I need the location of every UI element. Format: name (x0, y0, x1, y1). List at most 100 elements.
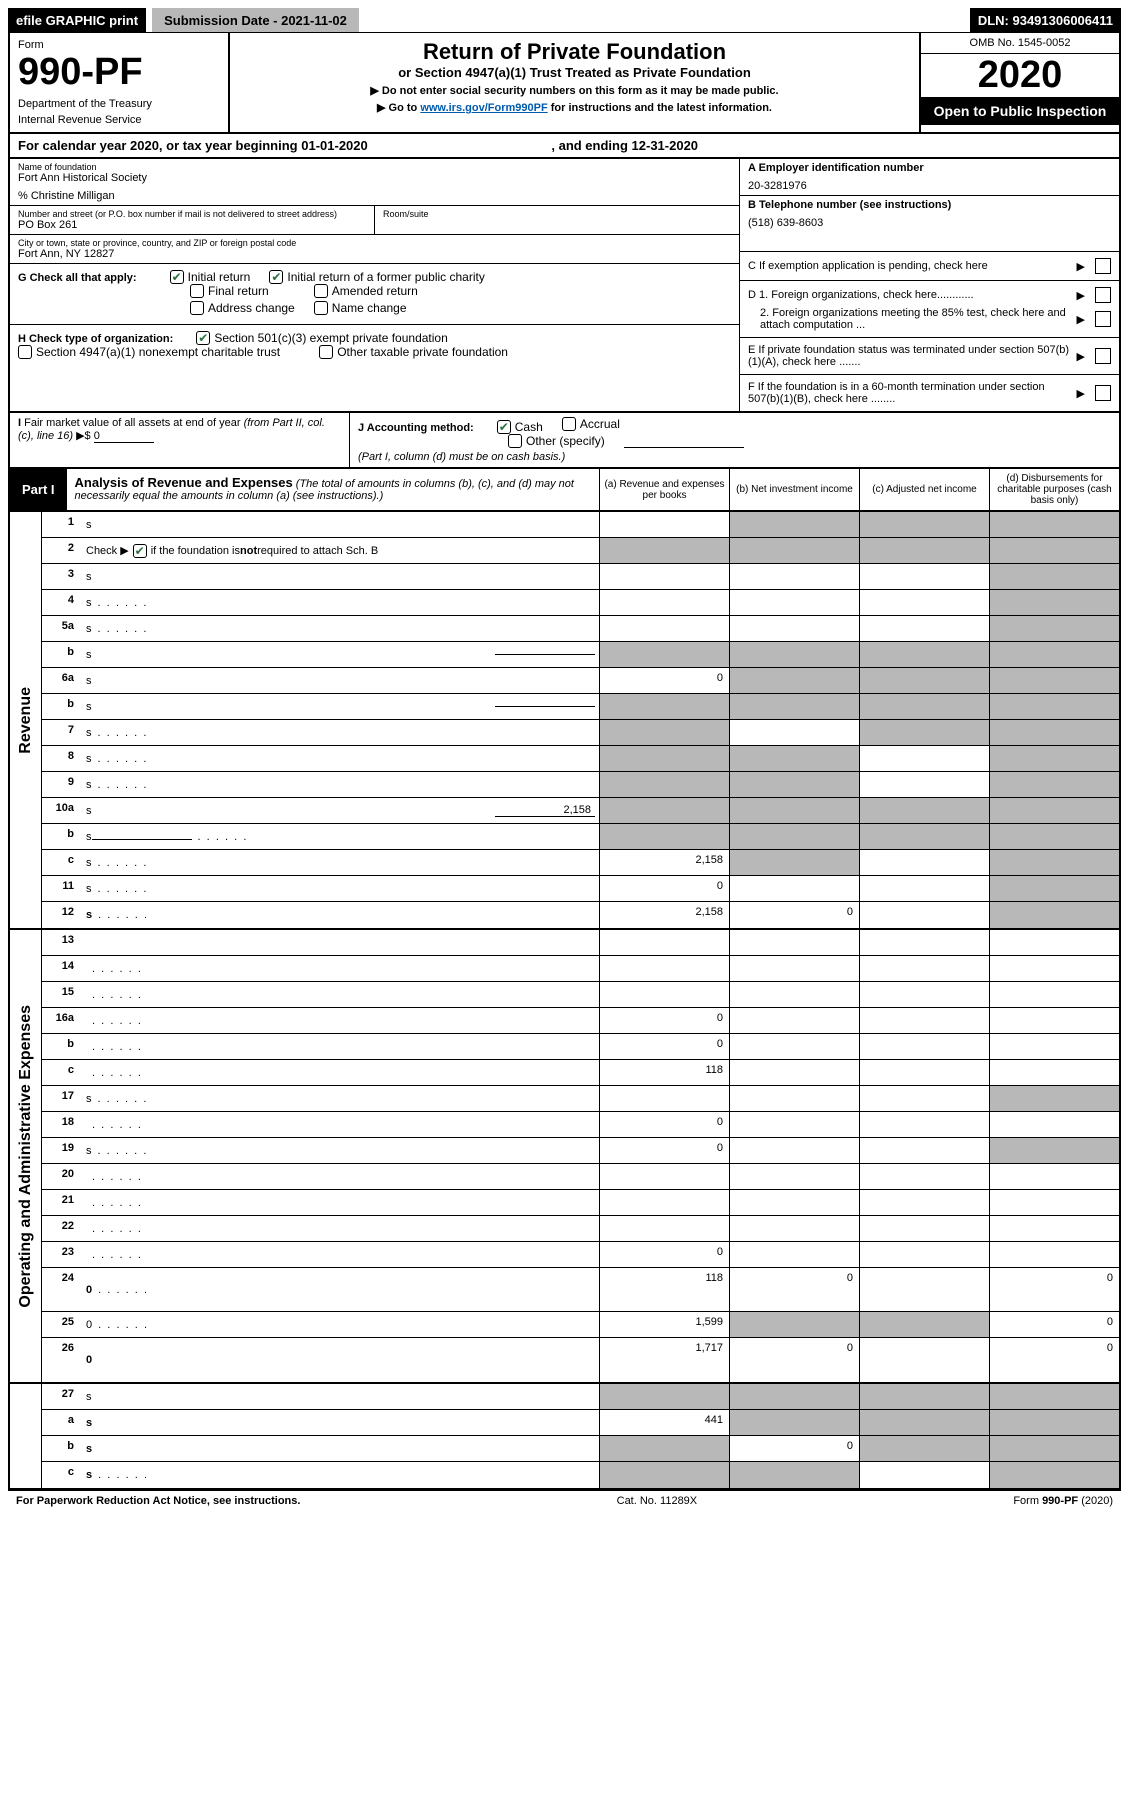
row-desc: s (82, 512, 599, 537)
col-b (729, 694, 859, 719)
table-row: 4s. . . . . . (42, 590, 1119, 616)
h-opt1[interactable]: Section 501(c)(3) exempt private foundat… (196, 331, 447, 345)
g-initial[interactable]: Initial return (170, 270, 251, 284)
col-d (989, 590, 1119, 615)
g-section: G Check all that apply: Initial return I… (10, 264, 739, 325)
g-amended[interactable]: Amended return (314, 284, 418, 298)
col-b (729, 538, 859, 563)
fmv-value: 0 (94, 430, 154, 443)
col-d (989, 720, 1119, 745)
summary-table: 27sas441bs0cs. . . . . . (8, 1384, 1121, 1490)
col-a (599, 1086, 729, 1111)
d1-checkbox[interactable] (1095, 287, 1111, 303)
row-number: 16a (42, 1008, 82, 1033)
c-checkbox[interactable] (1095, 258, 1111, 274)
col-c (859, 1034, 989, 1059)
checkbox-icon (497, 420, 511, 434)
table-row: 7s. . . . . . (42, 720, 1119, 746)
h-opt3[interactable]: Other taxable private foundation (319, 345, 508, 359)
g-initial-former[interactable]: Initial return of a former public charit… (269, 270, 484, 284)
table-row: 17s. . . . . . (42, 1086, 1119, 1112)
a-label: A Employer identification number (748, 162, 1111, 174)
col-c (859, 1338, 989, 1382)
omb: OMB No. 1545-0052 (921, 33, 1119, 54)
arrow-icon: ▶ (1077, 387, 1085, 400)
row-desc: . . . . . . (82, 1242, 599, 1267)
addr-label: Number and street (or P.O. box number if… (18, 209, 366, 219)
g-final[interactable]: Final return (190, 284, 269, 298)
header-right: OMB No. 1545-0052 2020 Open to Public In… (919, 33, 1119, 132)
h-label: H Check type of organization: (18, 333, 173, 345)
col-a: 2,158 (599, 850, 729, 875)
j-other-field[interactable] (624, 447, 744, 448)
col-d (989, 1164, 1119, 1189)
col-b (729, 798, 859, 823)
col-d (989, 668, 1119, 693)
e-checkbox[interactable] (1095, 348, 1111, 364)
col-a: 0 (599, 876, 729, 901)
j-other[interactable]: Other (specify) (508, 434, 605, 448)
col-d (989, 1242, 1119, 1267)
col-c (859, 956, 989, 981)
col-a (599, 590, 729, 615)
opex-label: Operating and Administrative Expenses (10, 930, 42, 1382)
dept-treasury: Department of the Treasury (18, 98, 220, 110)
row-number: 19 (42, 1138, 82, 1163)
col-b (729, 982, 859, 1007)
g-addr-change[interactable]: Address change (190, 301, 295, 315)
yearline-mid: , and ending (551, 138, 631, 153)
col-b: 0 (729, 1436, 859, 1461)
col-a (599, 1436, 729, 1461)
checkbox-icon (508, 434, 522, 448)
col-d (989, 1462, 1119, 1488)
h-opt2[interactable]: Section 4947(a)(1) nonexempt charitable … (18, 345, 280, 359)
row-number: b (42, 694, 82, 719)
row-number: 17 (42, 1086, 82, 1111)
col-a (599, 642, 729, 667)
checkbox-icon (319, 345, 333, 359)
part1-title: Analysis of Revenue and Expenses (75, 475, 293, 490)
table-row: 6as0 (42, 668, 1119, 694)
col-a: 2,158 (599, 902, 729, 928)
col-d (989, 1112, 1119, 1137)
row-number: b (42, 1034, 82, 1059)
table-row: 3s (42, 564, 1119, 590)
tax-year: 2020 (921, 54, 1119, 97)
form-label: Form (18, 39, 220, 51)
open-public: Open to Public Inspection (921, 97, 1119, 125)
col-a (599, 930, 729, 955)
e-label: E If private foundation status was termi… (748, 344, 1073, 368)
row-number: 1 (42, 512, 82, 537)
col-c (859, 668, 989, 693)
col-d (989, 850, 1119, 875)
table-row: 5as. . . . . . (42, 616, 1119, 642)
form-link[interactable]: www.irs.gov/Form990PF (420, 102, 547, 114)
row-desc: s. . . . . . (82, 590, 599, 615)
j-cash[interactable]: Cash (497, 420, 543, 434)
addr-row: Number and street (or P.O. box number if… (10, 206, 739, 235)
j-accrual[interactable]: Accrual (562, 417, 620, 431)
col-a: 1,599 (599, 1312, 729, 1337)
row-desc: s. . . . . . (82, 824, 599, 849)
col-d: 0 (989, 1338, 1119, 1382)
j-label: J Accounting method: (358, 422, 474, 434)
col-d (989, 1410, 1119, 1435)
col-b: 0 (729, 1268, 859, 1311)
col-a: 0 (599, 1008, 729, 1033)
table-row: 11s. . . . . .0 (42, 876, 1119, 902)
footer-right: Form 990-PF (2020) (1013, 1495, 1113, 1507)
part1-desc: Analysis of Revenue and Expenses (The to… (67, 469, 599, 510)
col-a (599, 772, 729, 797)
dln: DLN: 93491306006411 (970, 8, 1121, 32)
ein: 20-3281976 (748, 180, 1111, 192)
row-desc: s (82, 564, 599, 589)
d2-checkbox[interactable] (1095, 311, 1111, 327)
checkbox-icon (196, 331, 210, 345)
table-row: 21. . . . . . (42, 1190, 1119, 1216)
col-a: 0 (599, 1112, 729, 1137)
f-checkbox[interactable] (1095, 385, 1111, 401)
row-desc: s. . . . . . (82, 1462, 599, 1488)
g-name-change[interactable]: Name change (314, 301, 407, 315)
i-cell: I Fair market value of all assets at end… (10, 413, 350, 467)
col-a (599, 512, 729, 537)
